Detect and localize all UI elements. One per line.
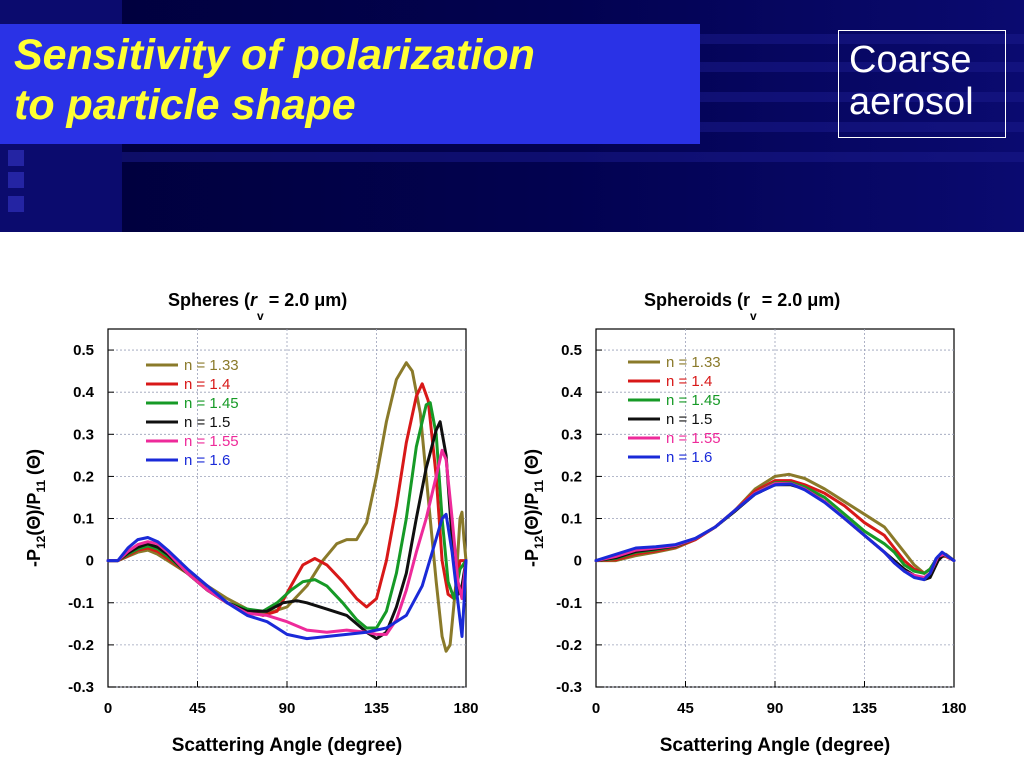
spheroids-xtick-label: 135 bbox=[852, 700, 877, 717]
spheres-chart: 0 45 90 135 180 -0.3 -0.2 -0.1 0 0.1 0.2 0.3 0.4 0.5 S… bbox=[24, 290, 479, 756]
spheres-ytick-label: 0.5 bbox=[73, 342, 94, 359]
header-square bbox=[8, 172, 24, 188]
spheroids-legend-label: n = 1.5 bbox=[666, 411, 712, 428]
header-band bbox=[120, 152, 1024, 162]
spheres-xtick-label: 0 bbox=[104, 700, 112, 717]
coarse-aerosol-badge: Coarse aerosol bbox=[838, 30, 1006, 138]
spheroids-ytick-label: -0.1 bbox=[556, 595, 582, 612]
header-square bbox=[8, 196, 24, 212]
spheroids-series-line bbox=[594, 481, 956, 575]
spheres-xtick-label: 135 bbox=[364, 700, 389, 717]
spheres-ytick-label: -0.3 bbox=[68, 679, 94, 696]
spheroids-ytick-label: -0.2 bbox=[556, 637, 582, 654]
spheres-xtick-label: 90 bbox=[279, 700, 296, 717]
spheres-chart-title: Spheres (rv = 2.0 μm) bbox=[168, 290, 347, 323]
slide-title: Sensitivity of polarization to particle … bbox=[14, 31, 535, 129]
spheres-legend-label: n = 1.5 bbox=[184, 414, 230, 431]
spheroids-xtick-label: 180 bbox=[941, 700, 966, 717]
spheroids-ytick-label: 0 bbox=[574, 553, 582, 570]
spheres-legend-label: n = 1.4 bbox=[184, 376, 230, 393]
spheroids-ytick-label: 0.3 bbox=[561, 426, 582, 443]
spheres-series-line bbox=[106, 401, 468, 630]
spheroids-legend-label: n = 1.4 bbox=[666, 373, 712, 390]
spheroids-ytick-label: -0.3 bbox=[556, 679, 582, 696]
spheres-series-line bbox=[106, 420, 468, 641]
spheres-legend-label: n = 1.45 bbox=[184, 395, 239, 412]
spheroids-ytick-label: 0.1 bbox=[561, 511, 582, 528]
spheres-series-line bbox=[106, 361, 468, 653]
spheres-x-axis-label: Scattering Angle (degree) bbox=[172, 735, 403, 756]
spheres-ytick-label: 0.3 bbox=[73, 426, 94, 443]
spheroids-ytick-label: 0.4 bbox=[561, 384, 583, 401]
spheroids-xtick-label: 90 bbox=[767, 700, 784, 717]
spheres-ytick-label: -0.2 bbox=[68, 637, 94, 654]
spheroids-ytick-label: 0.5 bbox=[561, 342, 582, 359]
spheres-ytick-label: 0 bbox=[86, 553, 94, 570]
spheroids-series-line bbox=[594, 482, 956, 582]
spheres-legend-label: n = 1.33 bbox=[184, 357, 239, 374]
spheres-series-line bbox=[106, 448, 468, 636]
spheres-ytick-label: 0.4 bbox=[73, 384, 95, 401]
spheroids-y-axis-label: -P12(Θ)/P11 (Θ) bbox=[522, 449, 546, 567]
spheroids-xtick-label: 0 bbox=[592, 700, 600, 717]
spheroids-ytick-label: 0.2 bbox=[561, 468, 582, 485]
spheres-y-axis-label: -P12(Θ)/P11 (Θ) bbox=[24, 449, 48, 567]
spheres-ytick-label: -0.1 bbox=[68, 595, 94, 612]
spheroids-legend-label: n = 1.6 bbox=[666, 449, 712, 466]
spheres-ytick-label: 0.2 bbox=[73, 468, 94, 485]
spheres-xtick-label: 180 bbox=[453, 700, 478, 717]
spheres-series-line bbox=[106, 512, 468, 641]
spheroids-legend-label: n = 1.45 bbox=[666, 392, 721, 409]
spheroids-x-axis-label: Scattering Angle (degree) bbox=[660, 735, 891, 756]
spheroids-chart: 0 45 90 135 180 -0.3 -0.2 -0.1 0 0.1 0.2 0.3 0.4 0.5 S… bbox=[522, 290, 967, 756]
spheroids-legend-label: n = 1.55 bbox=[666, 430, 721, 447]
spheroids-chart-title: Spheroids (rv = 2.0 μm) bbox=[644, 290, 840, 323]
spheres-xtick-label: 45 bbox=[189, 700, 206, 717]
spheroids-legend-label: n = 1.33 bbox=[666, 354, 721, 371]
spheres-legend-label: n = 1.6 bbox=[184, 452, 230, 469]
spheres-legend-label: n = 1.55 bbox=[184, 433, 239, 450]
title-box bbox=[0, 24, 700, 144]
spheres-ytick-label: 0.1 bbox=[73, 511, 94, 528]
spheroids-xtick-label: 45 bbox=[677, 700, 694, 717]
slide-header: Sensitivity of polarization to particle … bbox=[0, 0, 1024, 232]
spheres-series-line bbox=[106, 382, 468, 617]
header-square bbox=[8, 150, 24, 166]
